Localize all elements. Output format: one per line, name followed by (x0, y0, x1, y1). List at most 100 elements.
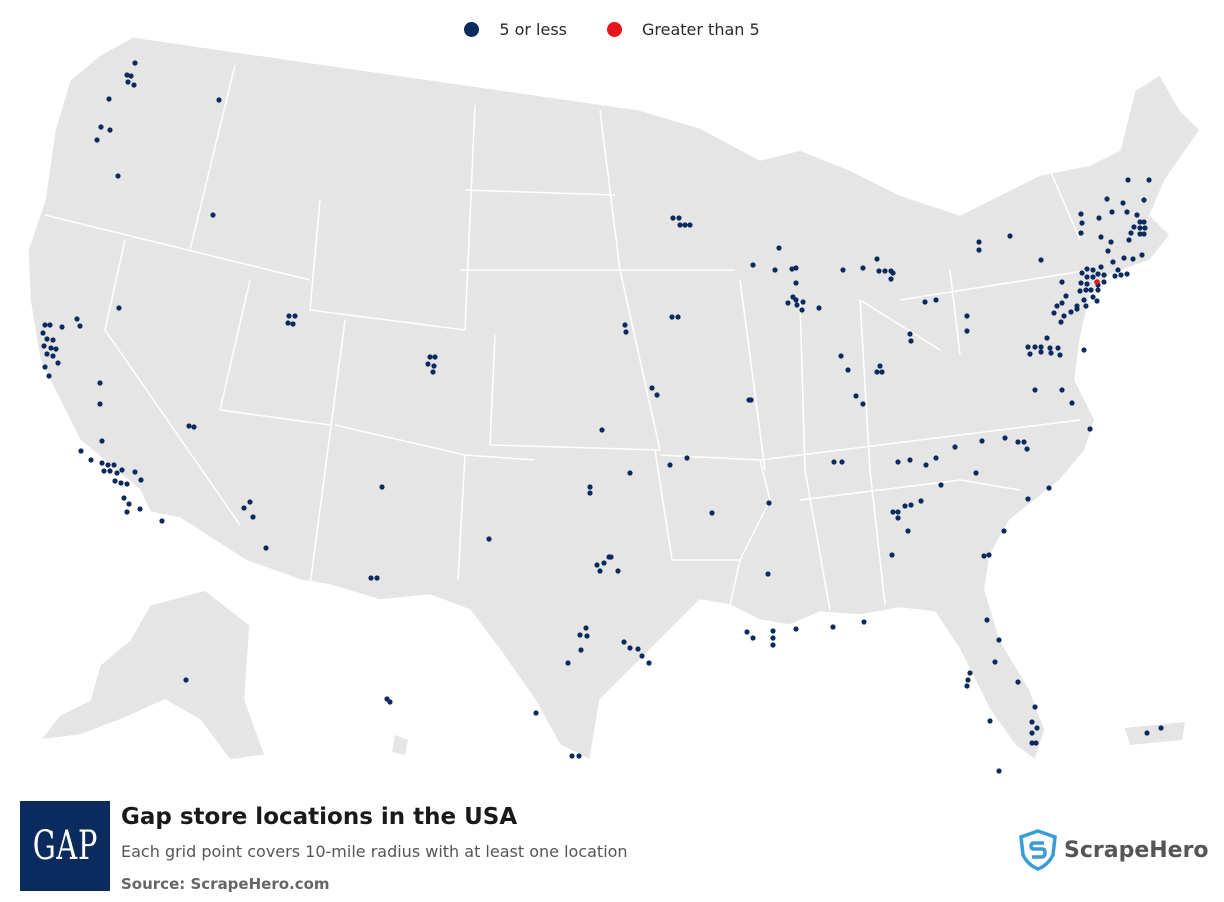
store-dot (106, 96, 112, 102)
store-dot (770, 642, 776, 648)
store-dot (1131, 224, 1137, 230)
store-dot (368, 575, 374, 581)
store-dot (124, 481, 130, 487)
scrapehero-brand: ScrapeHero (1018, 829, 1209, 871)
store-dot (132, 60, 138, 66)
legend-item-low: 5 or less (464, 20, 567, 39)
store-dot (1046, 485, 1052, 491)
brand-name: ScrapeHero (1064, 837, 1209, 863)
store-dot (1034, 725, 1040, 731)
shield-icon (1019, 829, 1057, 871)
store-dot (1059, 387, 1065, 393)
store-dot (533, 710, 539, 716)
store-dot (1121, 255, 1127, 261)
store-dot (1025, 496, 1031, 502)
store-dot (793, 265, 799, 271)
store-dot (379, 484, 385, 490)
store-dot (816, 305, 822, 311)
store-dot (44, 336, 50, 342)
store-dot (838, 353, 844, 359)
store-dot (50, 353, 56, 359)
store-dot (793, 280, 799, 286)
store-dot (1033, 740, 1039, 746)
store-dot (1104, 196, 1110, 202)
store-dot (789, 266, 795, 272)
store-dot (55, 360, 61, 366)
store-dot (584, 633, 590, 639)
store-dot (1095, 287, 1101, 293)
store-dot (908, 338, 914, 344)
store-dot (425, 361, 431, 367)
store-dot (1074, 303, 1080, 309)
store-dot (578, 647, 584, 653)
store-dot (800, 299, 806, 305)
store-dot (676, 215, 682, 221)
store-dot (905, 528, 911, 534)
store-dot (1084, 281, 1090, 287)
store-dot (976, 239, 982, 245)
store-dot (107, 127, 113, 133)
store-dot (387, 699, 393, 705)
store-dot (952, 444, 958, 450)
store-dot (132, 469, 138, 475)
store-dot (646, 660, 652, 666)
store-dot (1081, 297, 1087, 303)
store-dot (1112, 273, 1118, 279)
store-dot (839, 459, 845, 465)
store-dot (1126, 237, 1132, 243)
legend-label-high: Greater than 5 (642, 20, 760, 39)
chart-subtitle: Each grid point covers 10-mile radius wi… (121, 842, 628, 861)
store-dot (1115, 267, 1121, 273)
store-dot (1158, 725, 1164, 731)
store-dot (88, 457, 94, 463)
store-dot (1130, 256, 1136, 262)
store-dot (374, 575, 380, 581)
store-dot (1098, 264, 1104, 270)
store-dot (597, 568, 603, 574)
store-dot (923, 462, 929, 468)
store-dot (608, 554, 614, 560)
store-dot (654, 392, 660, 398)
store-dot (1134, 212, 1140, 218)
store-dot (118, 480, 124, 486)
store-dot (430, 369, 436, 375)
store-dot (750, 262, 756, 268)
store-dot (785, 300, 791, 306)
store-dot (1021, 439, 1027, 445)
store-dot (576, 753, 582, 759)
store-dot (1090, 294, 1096, 300)
store-dot (687, 222, 693, 228)
store-dot (902, 503, 908, 509)
alaska-shape (38, 589, 267, 761)
legend-label-low: 5 or less (499, 20, 567, 39)
store-dot (42, 322, 48, 328)
store-dot (1124, 209, 1130, 215)
store-dot (986, 552, 992, 558)
store-dot (882, 268, 888, 274)
store-dot (1088, 287, 1094, 293)
hawaii-shape (392, 735, 408, 755)
store-dot (285, 320, 291, 326)
store-dot (670, 215, 676, 221)
store-dot (78, 448, 84, 454)
store-dot (594, 562, 600, 568)
store-dot (432, 354, 438, 360)
store-dot (987, 718, 993, 724)
store-dot (1029, 719, 1035, 725)
store-dot (115, 173, 121, 179)
source-credit: Source: ScrapeHero.com (121, 875, 330, 893)
store-dot (1095, 271, 1101, 277)
store-dot (1084, 274, 1090, 280)
store-dot (1047, 345, 1053, 351)
continental-us-shape (27, 36, 1201, 762)
store-dot (1141, 219, 1147, 225)
store-dot (47, 322, 53, 328)
store-dot (116, 305, 122, 311)
store-dot (159, 518, 165, 524)
store-dot (250, 514, 256, 520)
store-dot (1144, 730, 1150, 736)
store-dot (119, 467, 125, 473)
store-dot (1096, 215, 1102, 221)
store-dot (895, 515, 901, 521)
store-dot (263, 545, 269, 551)
